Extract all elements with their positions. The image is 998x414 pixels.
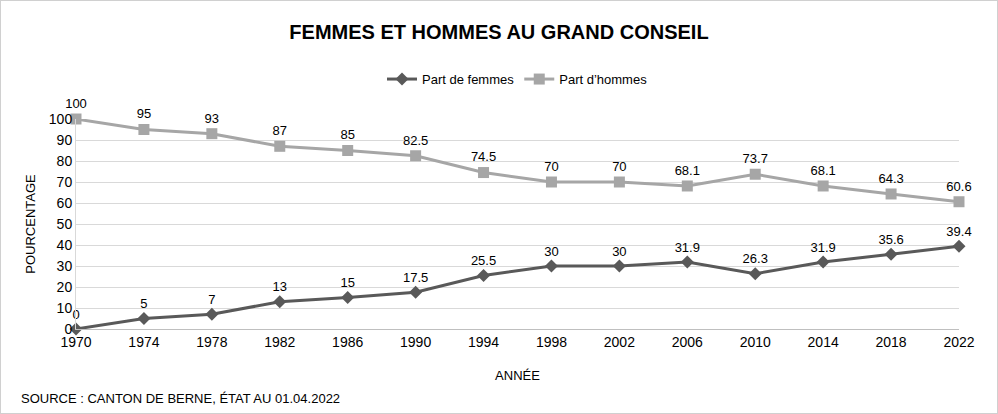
svg-text:1974: 1974 [128,334,159,350]
svg-text:2014: 2014 [808,334,839,350]
svg-text:1982: 1982 [264,334,295,350]
svg-text:5: 5 [140,296,147,311]
svg-text:0: 0 [64,321,72,337]
svg-text:85: 85 [340,127,354,142]
svg-text:80: 80 [57,153,73,169]
svg-text:2010: 2010 [740,334,771,350]
svg-text:93: 93 [205,111,219,126]
svg-text:73.7: 73.7 [743,151,768,166]
svg-text:74.5: 74.5 [471,149,496,164]
svg-text:40: 40 [57,237,73,253]
svg-text:30: 30 [612,244,626,259]
svg-text:70: 70 [544,159,558,174]
svg-text:30: 30 [57,258,73,274]
svg-text:50: 50 [57,216,73,232]
svg-text:90: 90 [57,132,73,148]
svg-text:60: 60 [57,195,73,211]
svg-text:2018: 2018 [876,334,907,350]
svg-text:17.5: 17.5 [403,270,428,285]
svg-text:Part d’hommes: Part d’hommes [559,72,647,87]
svg-text:39.4: 39.4 [946,224,971,239]
svg-text:25.5: 25.5 [471,253,496,268]
svg-text:95: 95 [137,106,151,121]
svg-text:FEMMES ET HOMMES AU GRAND CONS: FEMMES ET HOMMES AU GRAND CONSEIL [289,21,708,43]
svg-text:31.9: 31.9 [810,240,835,255]
svg-text:1998: 1998 [536,334,567,350]
svg-text:SOURCE : CANTON DE BERNE, ÉTAT: SOURCE : CANTON DE BERNE, ÉTAT AU 01.04.… [21,391,340,406]
svg-text:ANNÉE: ANNÉE [495,368,540,383]
svg-text:2006: 2006 [672,334,703,350]
svg-text:0: 0 [72,307,79,322]
svg-text:1978: 1978 [196,334,227,350]
svg-text:2022: 2022 [943,334,974,350]
svg-text:31.9: 31.9 [675,240,700,255]
svg-text:13: 13 [273,279,287,294]
svg-text:64.3: 64.3 [878,171,903,186]
svg-text:10: 10 [57,300,73,316]
svg-text:26.3: 26.3 [743,251,768,266]
svg-text:35.6: 35.6 [878,232,903,247]
svg-text:100: 100 [65,96,87,111]
svg-text:20: 20 [57,279,73,295]
svg-text:68.1: 68.1 [675,163,700,178]
svg-text:30: 30 [544,244,558,259]
svg-text:Part de femmes: Part de femmes [422,72,514,87]
svg-text:POURCENTAGE: POURCENTAGE [23,174,38,274]
svg-text:70: 70 [612,159,626,174]
svg-text:1994: 1994 [468,334,499,350]
svg-text:82.5: 82.5 [403,133,428,148]
svg-text:87: 87 [273,123,287,138]
svg-text:70: 70 [57,174,73,190]
svg-text:2002: 2002 [604,334,635,350]
svg-text:15: 15 [340,275,354,290]
svg-text:7: 7 [208,292,215,307]
svg-text:1970: 1970 [60,334,91,350]
svg-text:100: 100 [49,111,73,127]
svg-text:1986: 1986 [332,334,363,350]
svg-text:1990: 1990 [400,334,431,350]
svg-text:60.6: 60.6 [946,179,971,194]
svg-text:68.1: 68.1 [810,163,835,178]
